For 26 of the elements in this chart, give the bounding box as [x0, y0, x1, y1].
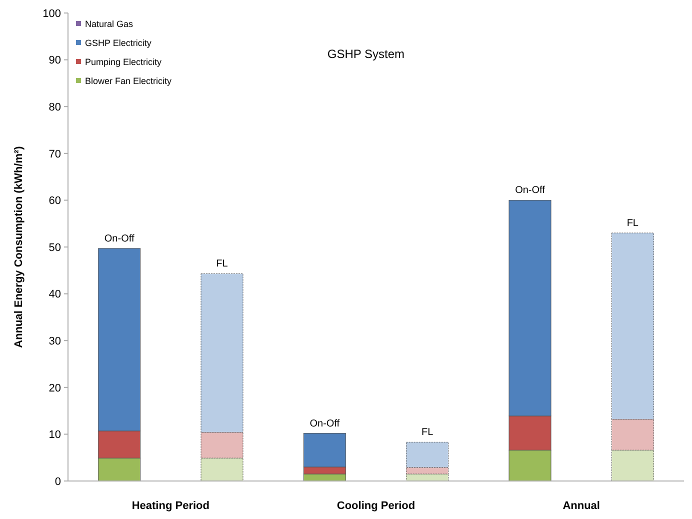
y-tick-label: 30 [48, 335, 61, 348]
legend-label: Pumping Electricity [85, 57, 162, 68]
y-tick-label: 90 [48, 54, 61, 67]
text: Cooling Period [336, 500, 416, 512]
y-tick-label: 80 [48, 101, 61, 114]
x-tick-label: On-Off [310, 418, 340, 430]
text: Heating Period [132, 500, 210, 512]
y-tick-label: 70 [48, 148, 61, 160]
text: Annual [562, 500, 600, 512]
legend-label: GSHP Electricity [85, 38, 152, 48]
y-tick-label: 40 [48, 288, 61, 301]
y-tick-label: 100 [42, 8, 61, 20]
x-tick-label: FL [421, 427, 434, 438]
legend-label: Natural Gas [85, 19, 134, 30]
x-tick-label: On-Off [104, 233, 134, 244]
y-tick-label: 0 [54, 476, 61, 488]
text: GSHP System [327, 47, 405, 61]
x-tick-label: On-Off [515, 185, 546, 196]
x-tick-label: FL [216, 258, 228, 270]
y-tick-label: 10 [48, 429, 61, 442]
y-tick-label: 60 [48, 195, 61, 208]
y-tick-label: 50 [48, 242, 61, 254]
x-tick-label: FL [626, 218, 639, 229]
y-axis-title: Annual Energy Consumption (kWh/m²) [13, 146, 25, 348]
legend-label: Blower Fan Electricity [85, 76, 172, 86]
y-tick-label: 20 [48, 382, 61, 394]
